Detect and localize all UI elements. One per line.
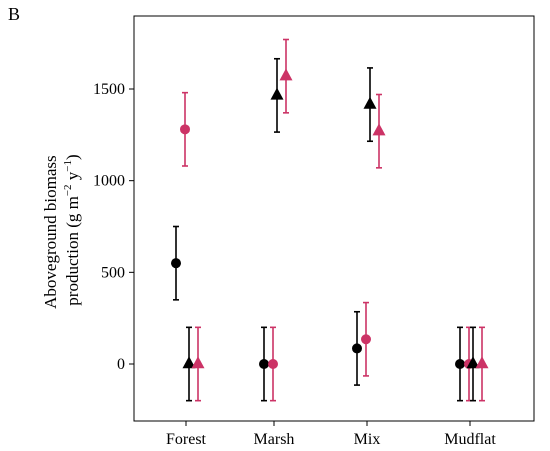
- point-circle: [259, 359, 269, 369]
- point-triangle: [191, 356, 205, 369]
- y-tick-label: 0: [117, 356, 125, 373]
- y-axis-label: Aboveground biomass production (g m−2 y−…: [41, 151, 82, 309]
- point-triangle: [270, 87, 284, 100]
- y-axis: 0 500 1000 1500: [93, 81, 134, 373]
- x-tick-label-marsh: Marsh: [254, 431, 295, 448]
- point-triangle: [475, 356, 489, 369]
- plot-frame: [133, 15, 535, 422]
- y-tick-label: 1500: [93, 81, 125, 98]
- x-tick-label-mudflat: Mudflat: [444, 431, 496, 448]
- y-axis-label-line2-pre: production (g m: [63, 196, 82, 306]
- point-circle: [171, 258, 181, 269]
- point-circle: [455, 359, 465, 369]
- data-marks: [171, 38, 489, 402]
- point-circle: [352, 343, 362, 354]
- point-triangle: [279, 68, 293, 81]
- y-axis-label-line2-mid: y: [63, 171, 82, 184]
- point-triangle: [372, 123, 386, 136]
- x-axis: Forest Marsh Mix Mudflat: [166, 421, 496, 448]
- point-circle: [180, 124, 190, 135]
- x-tick-label-mix: Mix: [354, 431, 381, 448]
- y-tick-label: 500: [101, 264, 125, 281]
- point-circle: [268, 359, 278, 369]
- y-axis-label-sup2: −1: [62, 160, 74, 172]
- x-tick-label-forest: Forest: [166, 431, 207, 448]
- y-axis-label-line2-post: ): [63, 154, 82, 160]
- y-axis-label-line1: Aboveground biomass: [41, 155, 60, 308]
- point-triangle: [182, 356, 196, 369]
- y-tick-label: 1000: [93, 173, 125, 190]
- y-axis-label-sup1: −2: [62, 184, 74, 196]
- panel-label: B: [8, 4, 21, 24]
- point-triangle: [363, 96, 377, 109]
- point-circle: [361, 334, 371, 345]
- point-triangle: [466, 356, 480, 369]
